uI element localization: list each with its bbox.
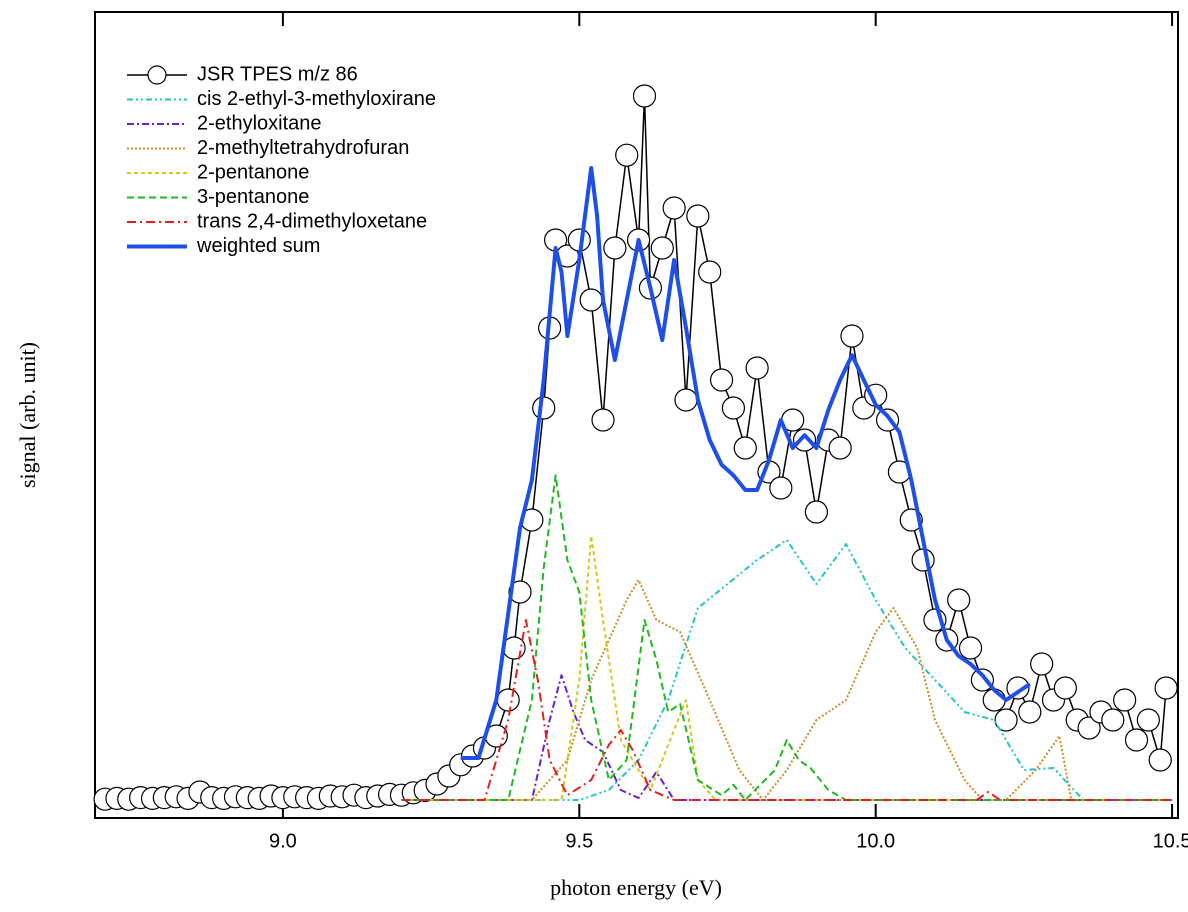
data-point	[709, 368, 734, 392]
data-point	[721, 396, 746, 420]
data-point	[686, 204, 710, 228]
data-point	[1154, 676, 1178, 700]
data-point	[496, 688, 520, 712]
data-point	[911, 548, 935, 572]
data-point	[1018, 700, 1042, 724]
data-point	[1077, 716, 1101, 740]
data-point	[769, 476, 793, 500]
data-point	[828, 436, 852, 460]
data-point	[1113, 688, 1137, 712]
data-point	[662, 196, 686, 220]
data-point	[1030, 652, 1054, 676]
data-point	[532, 396, 556, 420]
legend-label: trans 2,4-dimethyloxetane	[197, 210, 427, 232]
data-point	[792, 428, 817, 452]
legend-label: JSR TPES m/z 86	[197, 63, 358, 85]
data-point	[615, 143, 639, 167]
data-point	[508, 580, 532, 604]
data-point	[745, 356, 769, 380]
data-point	[579, 288, 603, 312]
data-point	[970, 668, 994, 692]
legend-label: 3-pentanone	[197, 186, 309, 208]
data-point	[1148, 748, 1172, 772]
series-line	[401, 539, 1173, 801]
legend-label: 2-pentanone	[197, 161, 309, 183]
legend-label: 2-ethyloxitane	[197, 112, 322, 134]
legend-marker	[147, 65, 167, 85]
data-point	[994, 708, 1018, 732]
data-point	[698, 260, 722, 284]
x-tick-label: 10.5	[1153, 830, 1188, 852]
data-point	[674, 388, 698, 412]
data-point	[1124, 728, 1149, 752]
data-point	[947, 588, 971, 612]
data-point	[840, 324, 864, 348]
y-axis-label: signal (arb. unit)	[15, 342, 40, 488]
data-point	[804, 500, 829, 524]
data-point	[1101, 708, 1125, 732]
series-line	[401, 474, 1173, 801]
data-point	[1053, 676, 1077, 700]
series-line	[401, 579, 1173, 801]
data-point	[632, 84, 657, 108]
data-point	[958, 636, 983, 660]
x-tick-label: 10.0	[856, 830, 895, 852]
data-point	[1136, 708, 1160, 732]
x-tick-label: 9.0	[269, 830, 297, 852]
plot-frame	[94, 11, 1179, 819]
series-line	[401, 535, 1173, 801]
data-point	[603, 236, 627, 260]
series-line	[401, 619, 1173, 801]
legend-label: cis 2-ethyl-3-methyloxirane	[197, 88, 436, 110]
series-line	[460, 166, 1031, 760]
legend-label: 2-methyltetrahydrofuran	[197, 137, 409, 159]
data-point	[733, 436, 757, 460]
x-axis-label: photon energy (eV)	[550, 875, 722, 900]
legend-label: weighted sum	[196, 235, 320, 257]
x-tick-label: 9.5	[565, 830, 593, 852]
data-point	[591, 408, 615, 432]
data-point	[650, 236, 674, 260]
